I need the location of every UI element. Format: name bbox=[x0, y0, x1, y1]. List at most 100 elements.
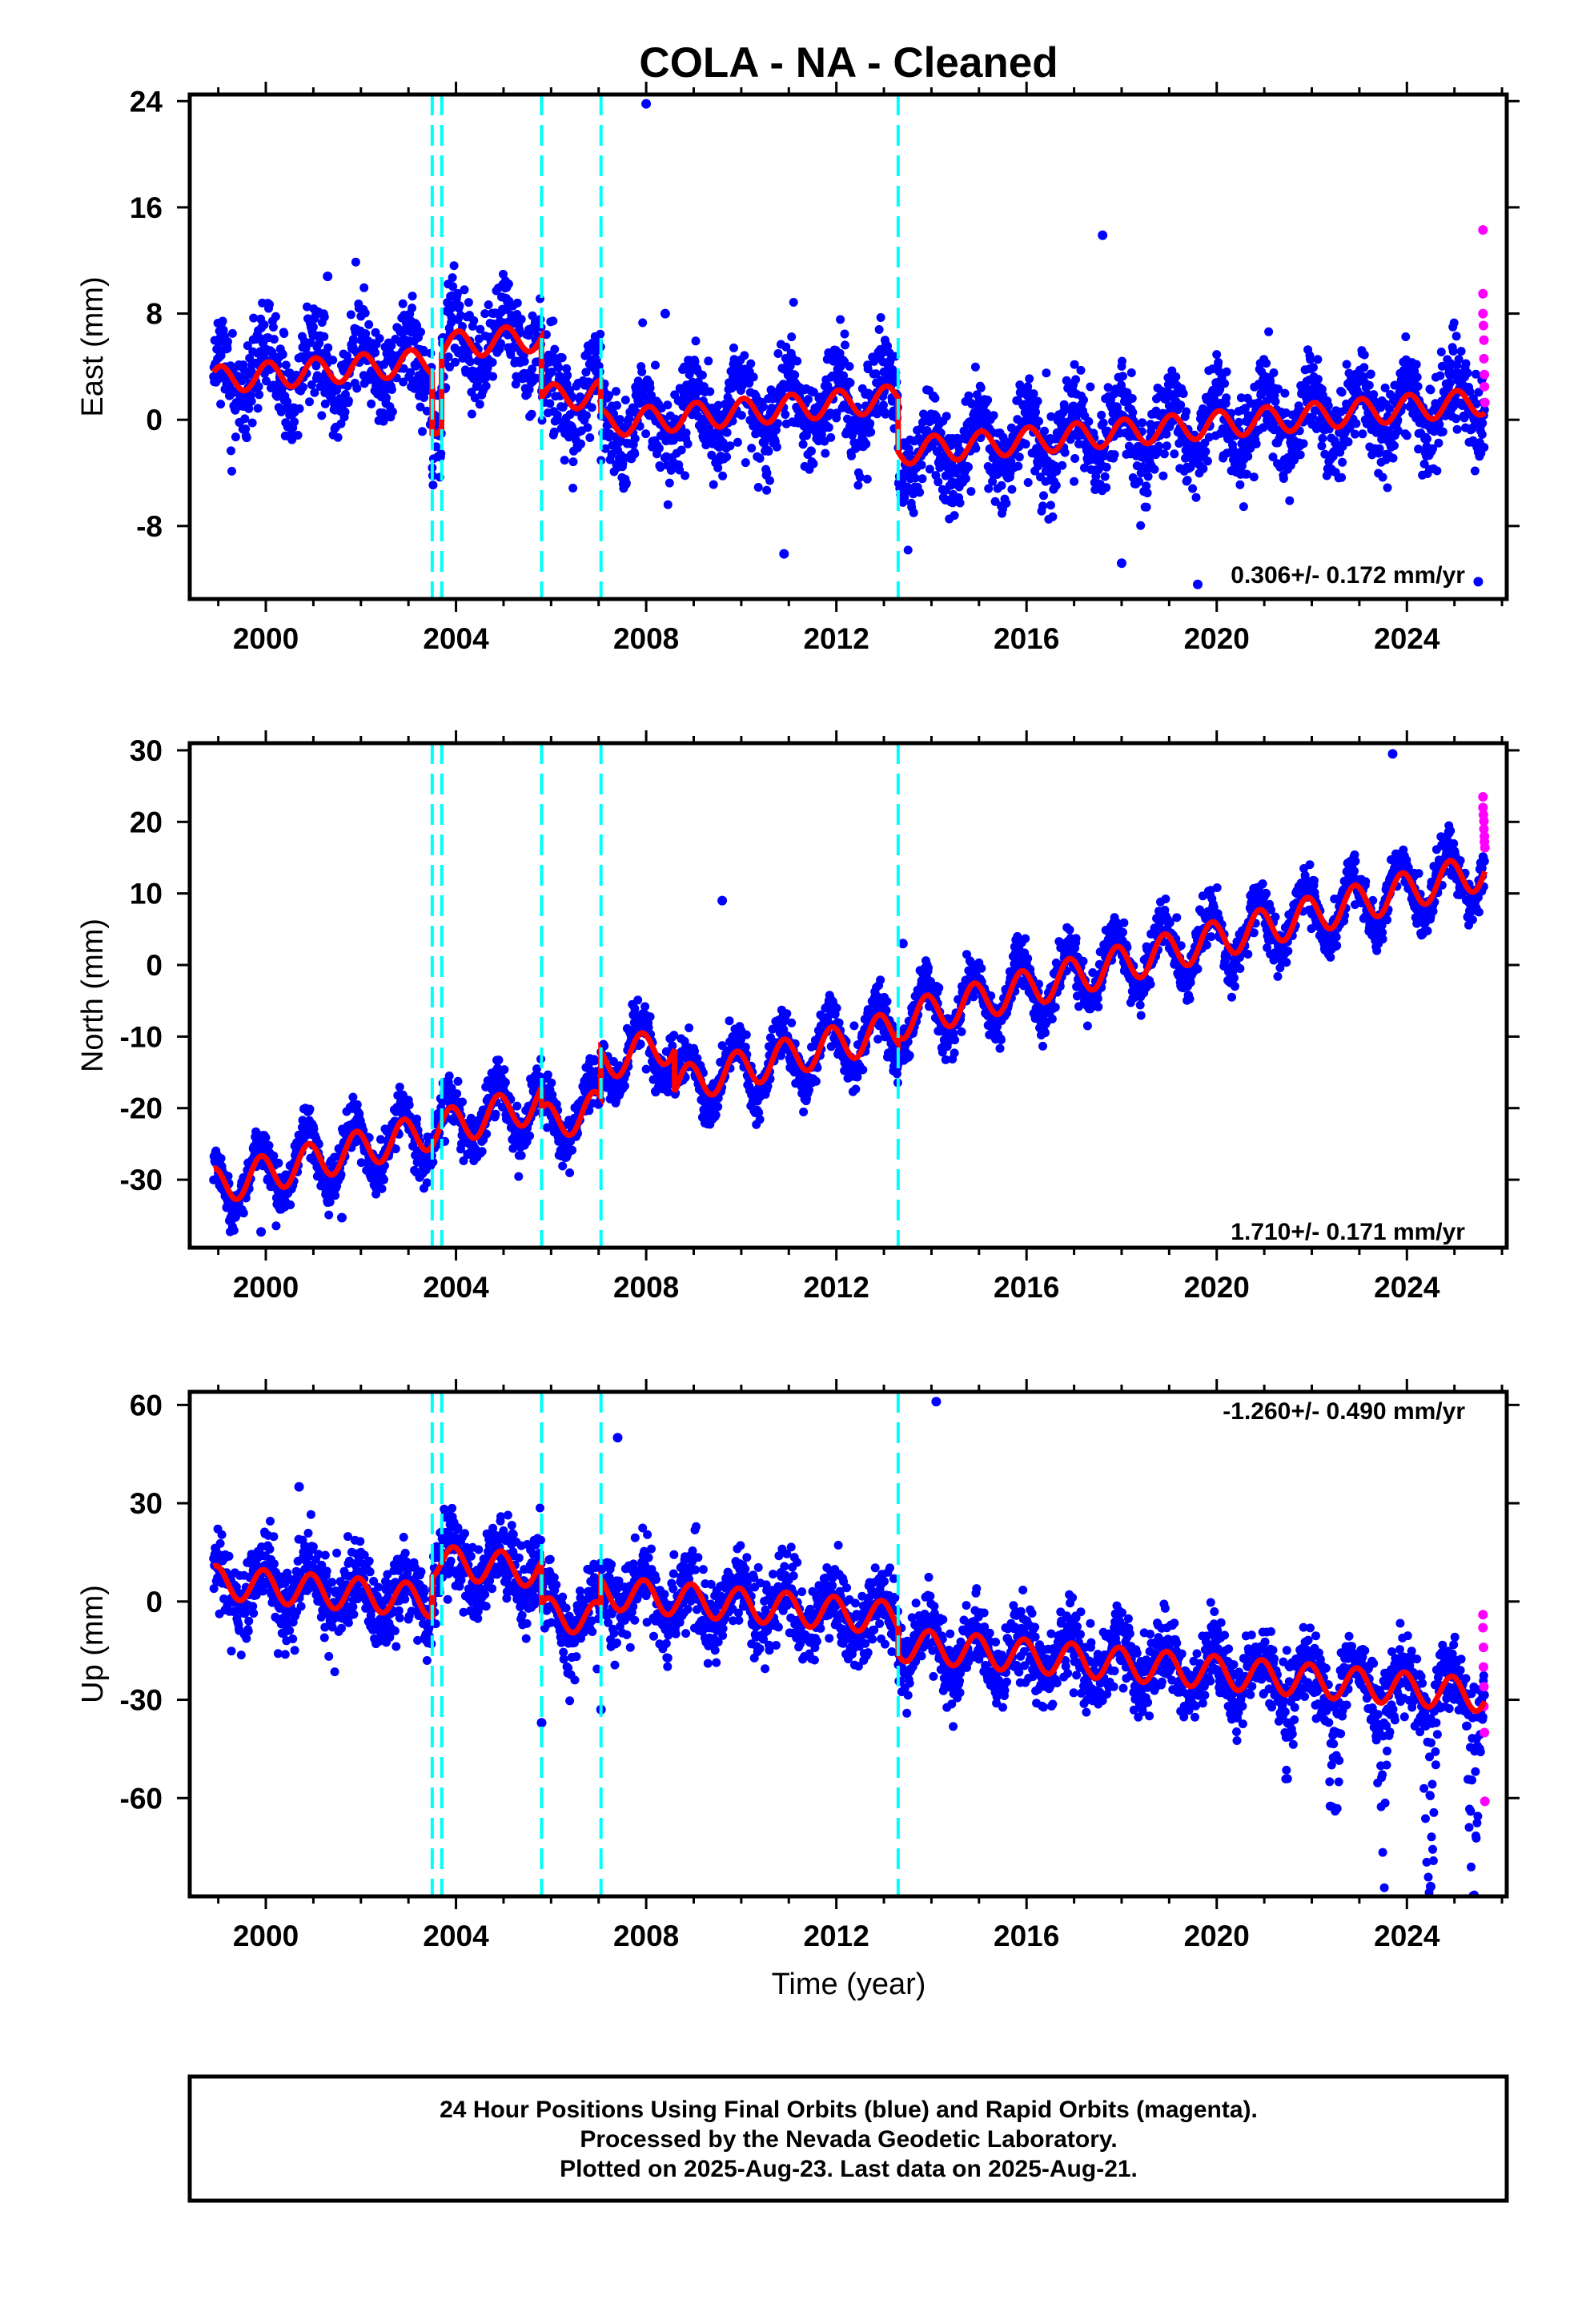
final-orbit-points bbox=[209, 749, 1489, 1237]
data-point bbox=[408, 304, 417, 313]
data-point bbox=[746, 359, 756, 368]
data-point bbox=[455, 301, 464, 311]
data-point bbox=[281, 360, 291, 370]
data-point bbox=[1178, 389, 1188, 398]
data-point bbox=[500, 1065, 509, 1075]
x-tick-label: 2000 bbox=[233, 622, 299, 655]
data-point bbox=[360, 308, 370, 318]
data-point bbox=[506, 350, 516, 360]
x-tick-label: 2020 bbox=[1184, 622, 1250, 655]
data-point bbox=[379, 1175, 388, 1184]
data-point bbox=[1306, 355, 1315, 364]
data-point bbox=[576, 439, 585, 448]
data-point bbox=[1295, 450, 1305, 460]
data-point bbox=[375, 334, 384, 344]
data-point bbox=[1388, 453, 1398, 463]
data-point bbox=[227, 446, 235, 456]
data-point bbox=[759, 402, 769, 412]
data-point bbox=[604, 391, 614, 400]
data-point bbox=[1269, 368, 1279, 377]
data-point bbox=[404, 1100, 414, 1110]
data-point bbox=[967, 400, 977, 409]
data-point bbox=[691, 336, 701, 346]
data-point bbox=[690, 357, 700, 367]
data-point bbox=[550, 344, 560, 354]
data-point bbox=[1452, 332, 1461, 341]
data-point bbox=[725, 1016, 734, 1026]
data-point bbox=[500, 1078, 510, 1088]
data-point bbox=[563, 371, 572, 380]
data-point bbox=[227, 328, 237, 338]
data-point bbox=[641, 429, 651, 439]
rapid-point bbox=[1479, 335, 1489, 345]
data-point bbox=[630, 449, 640, 459]
data-point bbox=[683, 439, 693, 448]
data-point bbox=[887, 396, 897, 406]
data-point bbox=[537, 416, 547, 425]
data-point bbox=[988, 476, 998, 486]
data-point bbox=[871, 369, 881, 379]
data-point bbox=[244, 404, 254, 413]
data-point bbox=[520, 356, 529, 366]
data-point bbox=[1235, 480, 1245, 489]
data-point bbox=[1039, 491, 1048, 501]
data-point bbox=[1313, 375, 1323, 384]
data-point bbox=[361, 329, 371, 339]
data-point bbox=[876, 313, 885, 322]
data-point bbox=[782, 1009, 792, 1019]
data-point bbox=[448, 273, 457, 283]
data-point bbox=[917, 460, 926, 470]
data-point bbox=[488, 372, 498, 381]
data-point bbox=[989, 411, 998, 420]
data-point bbox=[467, 409, 476, 419]
data-point bbox=[781, 410, 790, 419]
data-point bbox=[352, 1100, 362, 1109]
data-point bbox=[709, 480, 718, 489]
data-point bbox=[1142, 502, 1151, 512]
data-point bbox=[741, 458, 750, 468]
data-point bbox=[343, 396, 353, 405]
data-point bbox=[1436, 348, 1446, 356]
data-point bbox=[481, 381, 491, 391]
data-point bbox=[469, 316, 479, 325]
data-point bbox=[1102, 483, 1111, 493]
data-point bbox=[307, 380, 316, 389]
data-point bbox=[621, 478, 631, 488]
data-point bbox=[399, 364, 408, 373]
data-point bbox=[290, 417, 299, 427]
data-point bbox=[477, 1147, 487, 1156]
data-point bbox=[858, 1065, 868, 1075]
outlier-point bbox=[1098, 230, 1108, 240]
figure-title: COLA - NA - Cleaned bbox=[639, 39, 1058, 86]
data-point bbox=[1338, 457, 1347, 467]
data-point bbox=[804, 395, 813, 404]
data-point bbox=[1199, 464, 1208, 473]
data-point bbox=[832, 1003, 841, 1013]
data-point bbox=[809, 459, 818, 468]
data-point bbox=[663, 400, 673, 410]
data-point bbox=[465, 357, 475, 367]
data-point bbox=[242, 433, 251, 443]
data-point bbox=[499, 269, 508, 279]
data-point bbox=[1264, 327, 1274, 336]
data-point bbox=[865, 419, 875, 428]
data-point bbox=[581, 411, 591, 420]
data-point bbox=[1402, 431, 1411, 440]
data-point bbox=[418, 427, 427, 436]
data-point bbox=[713, 1102, 723, 1112]
data-point bbox=[955, 498, 965, 508]
y-tick-label: 24 bbox=[130, 85, 163, 118]
data-point bbox=[514, 1172, 524, 1181]
data-point bbox=[862, 474, 872, 484]
data-point bbox=[547, 1078, 556, 1088]
data-point bbox=[685, 1023, 694, 1032]
data-point bbox=[790, 370, 800, 380]
rapid-point bbox=[1480, 397, 1490, 408]
data-point bbox=[1162, 441, 1171, 451]
data-point bbox=[1021, 440, 1030, 449]
data-point bbox=[453, 288, 462, 298]
data-point bbox=[1143, 472, 1153, 481]
data-point bbox=[1426, 385, 1435, 395]
data-point bbox=[367, 399, 376, 408]
data-point bbox=[1034, 416, 1043, 426]
